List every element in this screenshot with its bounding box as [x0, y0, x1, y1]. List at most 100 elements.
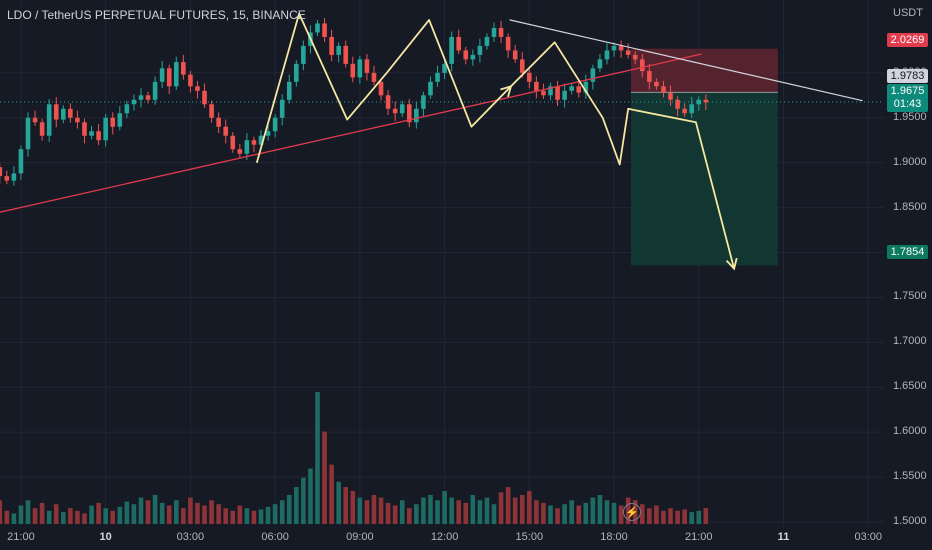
candle-body — [625, 50, 631, 55]
candle-body — [647, 71, 652, 82]
volume-bar — [484, 497, 490, 524]
volume-bar — [131, 504, 137, 524]
volume-bar — [294, 487, 299, 524]
candle — [378, 78, 384, 101]
y-tick-label: 1.5500 — [893, 470, 927, 483]
candle — [145, 91, 151, 104]
candle-body — [442, 63, 447, 73]
candle — [166, 64, 172, 94]
candle-body — [195, 86, 200, 91]
y-tick-label: 1.9500 — [893, 110, 927, 123]
candle — [639, 53, 645, 78]
volume-bar — [534, 500, 539, 524]
candle-body — [11, 173, 17, 181]
volume-bar — [308, 468, 313, 524]
lightning-icon[interactable]: ⚡ — [623, 503, 641, 521]
volume-bar — [399, 500, 405, 524]
last-price-tag: 1.9675 01:43 — [887, 84, 928, 112]
volume-bar — [682, 509, 687, 524]
volume-bar — [661, 510, 666, 524]
candle — [0, 163, 3, 184]
candle-body — [138, 95, 144, 100]
candle — [110, 112, 116, 135]
volume-bar — [618, 505, 624, 524]
candle — [569, 82, 574, 95]
volume-bar — [279, 500, 285, 524]
candle — [505, 33, 511, 59]
last-price-value: 1.9675 — [890, 85, 925, 97]
candle — [294, 60, 299, 87]
volume-bars — [0, 392, 709, 524]
volume-bar — [576, 505, 582, 524]
volume-bar — [364, 500, 370, 524]
candle-body — [103, 117, 108, 141]
candle — [329, 29, 334, 62]
volume-bar — [181, 508, 186, 524]
candle-body — [173, 62, 179, 87]
volume-bar — [202, 505, 207, 524]
candle — [272, 114, 278, 138]
arrow-head-icon — [725, 257, 738, 271]
candle-body — [399, 104, 405, 114]
candle — [371, 65, 377, 86]
volume-bar — [435, 500, 440, 524]
volume-bar — [89, 505, 94, 524]
candle — [96, 124, 101, 146]
candle-body — [230, 135, 236, 150]
candle — [456, 29, 462, 54]
candle — [477, 38, 483, 63]
volume-bar — [251, 510, 257, 524]
volume-bar — [527, 491, 532, 524]
candlesticks — [0, 18, 709, 186]
candle — [604, 43, 610, 65]
candle — [230, 132, 236, 153]
candle-body — [117, 113, 123, 127]
candle — [399, 100, 405, 117]
candle-body — [124, 104, 130, 114]
volume-bar — [449, 497, 454, 524]
volume-bar — [39, 502, 45, 524]
volume-bar — [491, 504, 497, 524]
candle-body — [378, 81, 384, 96]
volume-bar — [392, 505, 398, 524]
candle-body — [258, 135, 264, 145]
candle-body — [188, 74, 193, 87]
candle — [484, 33, 490, 50]
candle-body — [159, 68, 165, 82]
candle-body — [498, 27, 504, 37]
x-tick-label: 11 — [777, 531, 790, 543]
candle — [703, 94, 709, 111]
y-tick-label: 1.7500 — [893, 290, 927, 303]
volume-bar — [315, 392, 320, 524]
volume-bar — [195, 502, 200, 524]
candle — [181, 54, 186, 80]
candle-body — [385, 95, 391, 109]
volume-bar — [519, 494, 525, 524]
resistance-trendline — [509, 19, 863, 102]
countdown-timer: 01:43 — [893, 98, 922, 110]
volume-bar — [61, 512, 66, 524]
candle — [654, 78, 659, 90]
volume-bar — [75, 510, 80, 524]
volume-bar — [583, 502, 589, 524]
chart-title: LDO / TetherUS PERPETUAL FUTURES, 15, BI… — [7, 8, 306, 22]
candle-body — [343, 45, 349, 64]
candle-body — [414, 108, 419, 123]
candle-body — [286, 81, 292, 100]
candle — [632, 51, 638, 65]
volume-bar — [639, 504, 645, 524]
candle — [336, 42, 341, 63]
candle — [555, 80, 560, 107]
candle-body — [527, 72, 532, 82]
candle-body — [272, 117, 278, 132]
volume-bar — [675, 510, 680, 524]
candle — [188, 71, 193, 93]
candle-body — [96, 131, 101, 141]
volume-bar — [223, 508, 229, 524]
stop-price-tag: 2.0269 — [887, 33, 928, 47]
candle — [541, 83, 546, 99]
candle-body — [68, 108, 73, 118]
candle-body — [505, 36, 511, 51]
candle-body — [668, 92, 673, 100]
